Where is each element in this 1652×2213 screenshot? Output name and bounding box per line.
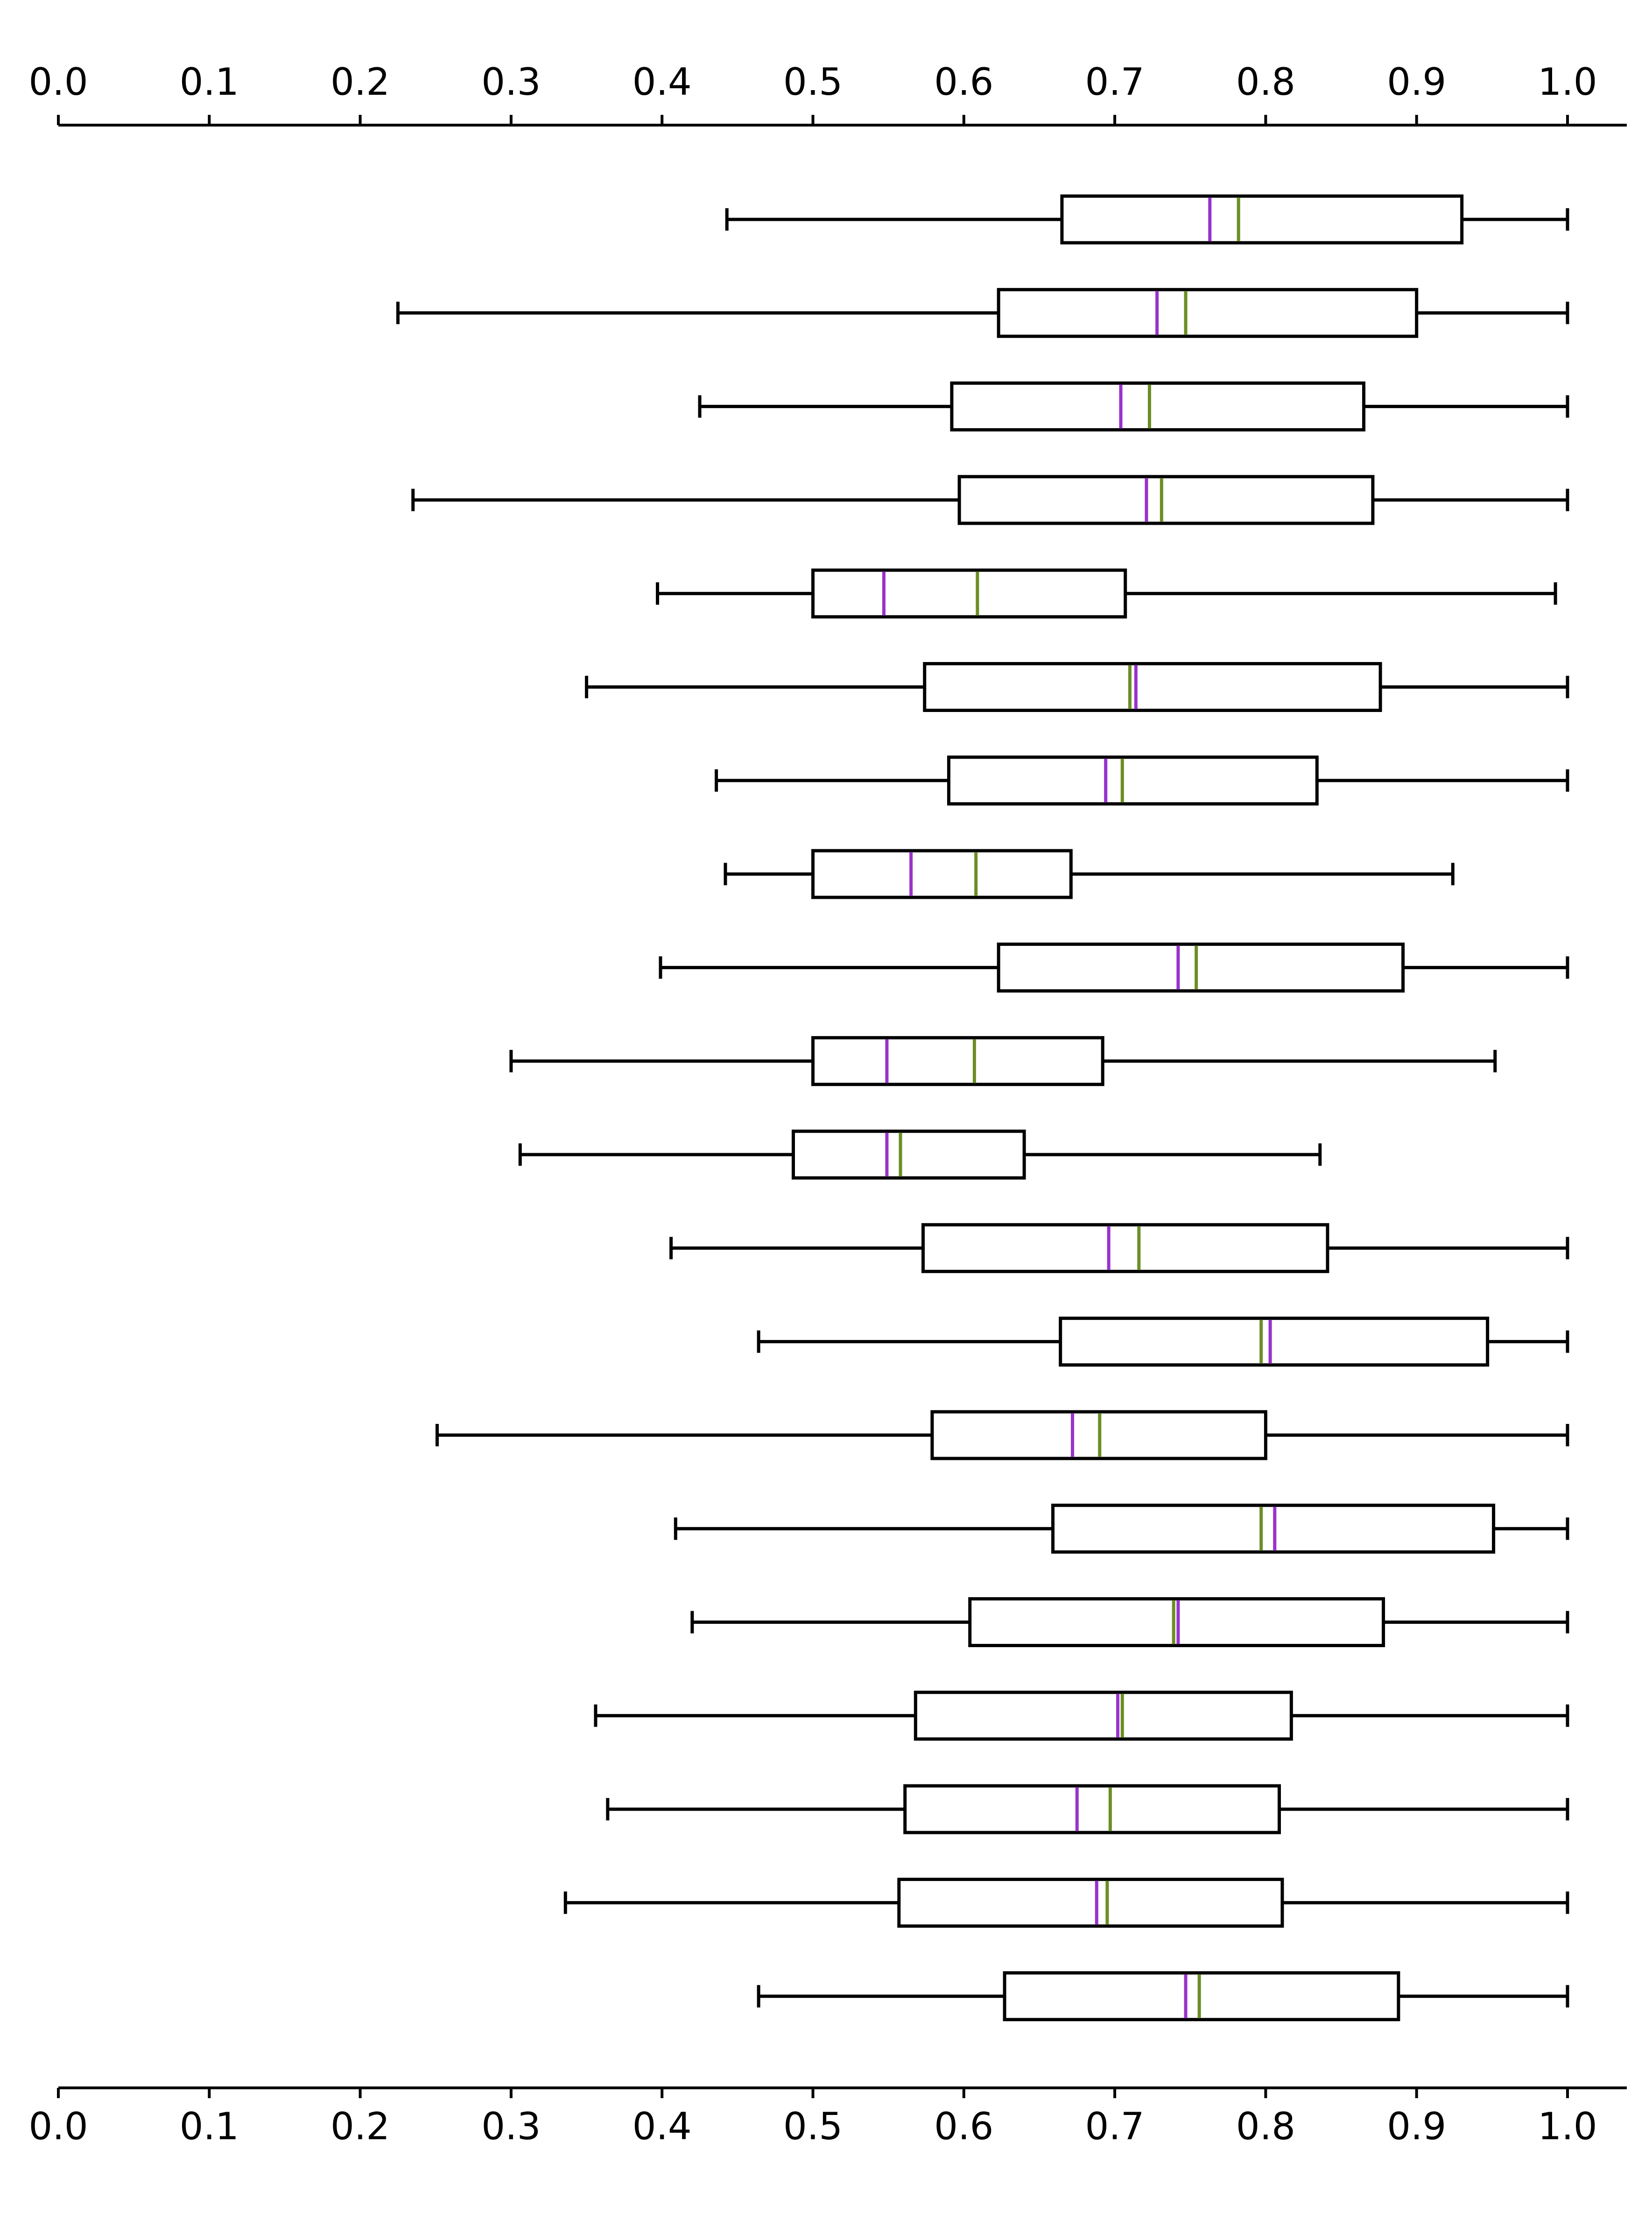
tick-label: 0.0 bbox=[28, 2105, 88, 2148]
tick-label: 0.7 bbox=[1085, 60, 1144, 104]
box-item bbox=[724, 849, 1455, 899]
tick-label: 0.1 bbox=[180, 60, 239, 104]
box-item bbox=[411, 475, 1569, 525]
iqr-box bbox=[1059, 1317, 1490, 1367]
iqr-box bbox=[1060, 194, 1464, 245]
tick-label: 0.9 bbox=[1387, 60, 1446, 104]
tick-label: 0.6 bbox=[934, 60, 993, 104]
iqr-box bbox=[947, 755, 1319, 806]
box-item bbox=[518, 1129, 1322, 1180]
box-item bbox=[674, 1503, 1569, 1554]
tick-label: 0.1 bbox=[180, 2105, 239, 2148]
iqr-box bbox=[957, 475, 1375, 525]
iqr-box bbox=[950, 381, 1366, 432]
iqr-box bbox=[791, 1129, 1026, 1180]
tick-label: 0.8 bbox=[1236, 2105, 1295, 2148]
iqr-box bbox=[811, 1036, 1104, 1086]
tick-label: 0.9 bbox=[1387, 2105, 1446, 2148]
box-item bbox=[656, 568, 1557, 619]
tick-label: 0.6 bbox=[934, 2105, 993, 2148]
tick-label: 0.2 bbox=[330, 2105, 390, 2148]
tick-label: 0.3 bbox=[481, 60, 541, 104]
box-item bbox=[690, 1597, 1569, 1647]
iqr-box bbox=[811, 568, 1127, 619]
tick-label: 0.0 bbox=[28, 60, 88, 104]
iqr-box bbox=[997, 942, 1405, 993]
box-item bbox=[659, 942, 1569, 993]
box-item bbox=[606, 1784, 1569, 1834]
iqr-box bbox=[811, 849, 1073, 899]
tick-label: 1.0 bbox=[1538, 60, 1597, 104]
box-item bbox=[585, 662, 1569, 712]
tick-label: 0.8 bbox=[1236, 60, 1295, 104]
iqr-box bbox=[914, 1691, 1293, 1741]
tick-label: 0.4 bbox=[633, 60, 692, 104]
box-item bbox=[396, 288, 1569, 338]
box-item bbox=[757, 1971, 1569, 2022]
iqr-box bbox=[921, 1223, 1329, 1273]
box-item bbox=[725, 194, 1569, 245]
top-x-axis: 0.0 0.1 0.2 0.3 0.4 0.5 0.6 0.7 0.8 0.9 1.0 bbox=[28, 60, 1627, 127]
tick-label: 0.7 bbox=[1085, 2105, 1144, 2148]
box-item bbox=[563, 1877, 1569, 1928]
box-series bbox=[396, 194, 1569, 2022]
iqr-box bbox=[923, 662, 1382, 712]
box-item bbox=[757, 1317, 1569, 1367]
box-item bbox=[669, 1223, 1569, 1273]
iqr-box bbox=[897, 1877, 1284, 1928]
tick-label: 0.5 bbox=[783, 60, 843, 104]
iqr-box bbox=[903, 1784, 1281, 1834]
box-item bbox=[698, 381, 1569, 432]
iqr-box bbox=[1003, 1971, 1400, 2022]
tick-label: 0.5 bbox=[783, 2105, 843, 2148]
tick-label: 1.0 bbox=[1538, 2105, 1597, 2148]
iqr-box bbox=[997, 288, 1419, 338]
tick-label: 0.2 bbox=[330, 60, 390, 104]
box-item bbox=[594, 1691, 1569, 1741]
box-item bbox=[435, 1410, 1569, 1460]
bottom-x-axis: 0.0 0.1 0.2 0.3 0.4 0.5 0.6 0.7 0.8 0.9 1.0 bbox=[28, 2086, 1627, 2148]
tick-label: 0.4 bbox=[633, 2105, 692, 2148]
tick-label: 0.3 bbox=[481, 2105, 541, 2148]
box-item bbox=[715, 755, 1569, 806]
box-item bbox=[509, 1036, 1497, 1086]
